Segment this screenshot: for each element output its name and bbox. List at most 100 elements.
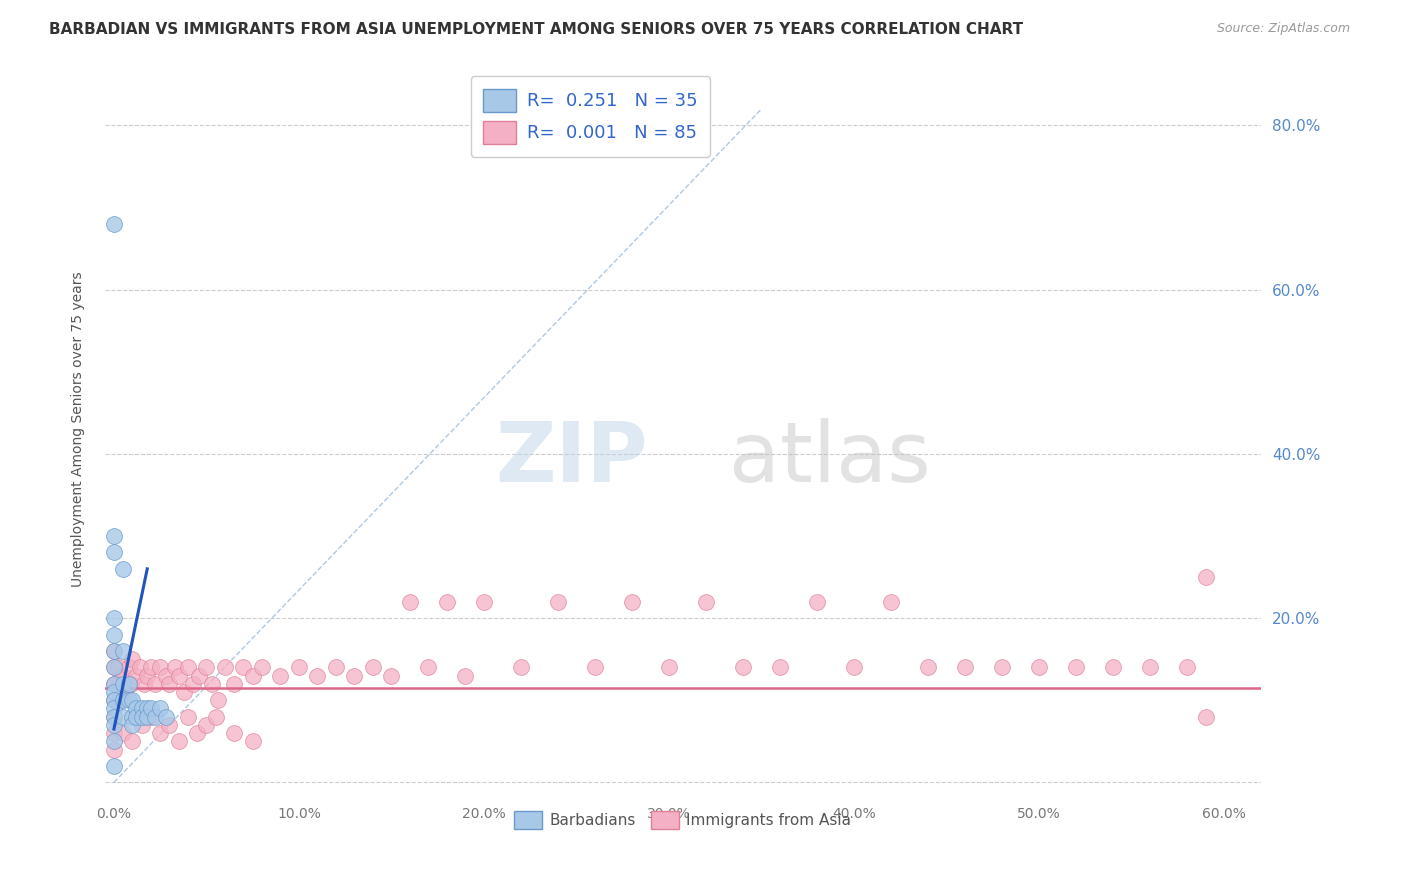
- Point: [1064, 660, 1087, 674]
- Point: [125, 701, 148, 715]
- Point: [454, 668, 477, 682]
- Point: [232, 660, 254, 674]
- Point: [991, 660, 1014, 674]
- Point: [112, 726, 135, 740]
- Point: [103, 529, 125, 543]
- Point: [361, 660, 384, 674]
- Point: [242, 734, 264, 748]
- Point: [547, 595, 569, 609]
- Point: [1175, 660, 1198, 674]
- Point: [103, 701, 125, 715]
- Point: [173, 685, 195, 699]
- Point: [107, 660, 129, 674]
- Point: [436, 595, 458, 609]
- Point: [103, 627, 125, 641]
- Point: [167, 668, 190, 682]
- Point: [103, 660, 125, 674]
- Point: [224, 677, 246, 691]
- Point: [307, 668, 329, 682]
- Y-axis label: Unemployment Among Seniors over 75 years: Unemployment Among Seniors over 75 years: [72, 271, 86, 587]
- Point: [110, 693, 132, 707]
- Point: [731, 660, 754, 674]
- Point: [880, 595, 903, 609]
- Point: [118, 693, 141, 707]
- Point: [121, 709, 143, 723]
- Point: [118, 677, 141, 691]
- Point: [418, 660, 440, 674]
- Point: [139, 701, 162, 715]
- Point: [120, 677, 142, 691]
- Point: [143, 677, 166, 691]
- Point: [103, 726, 125, 740]
- Text: BARBADIAN VS IMMIGRANTS FROM ASIA UNEMPLOYMENT AMONG SENIORS OVER 75 YEARS CORRE: BARBADIAN VS IMMIGRANTS FROM ASIA UNEMPL…: [49, 22, 1024, 37]
- Point: [125, 709, 148, 723]
- Point: [204, 709, 226, 723]
- Point: [510, 660, 533, 674]
- Point: [583, 660, 606, 674]
- Point: [269, 668, 291, 682]
- Point: [195, 660, 218, 674]
- Point: [343, 668, 366, 682]
- Point: [159, 718, 181, 732]
- Point: [842, 660, 865, 674]
- Point: [201, 677, 224, 691]
- Point: [121, 718, 143, 732]
- Point: [1194, 570, 1216, 584]
- Point: [112, 562, 135, 576]
- Point: [103, 718, 125, 732]
- Point: [250, 660, 273, 674]
- Point: [163, 660, 186, 674]
- Point: [188, 668, 211, 682]
- Point: [155, 709, 177, 723]
- Point: [103, 709, 125, 723]
- Point: [103, 217, 125, 231]
- Point: [103, 545, 125, 559]
- Point: [103, 734, 125, 748]
- Point: [143, 709, 166, 723]
- Point: [1139, 660, 1161, 674]
- Point: [112, 644, 135, 658]
- Point: [139, 660, 162, 674]
- Point: [103, 644, 125, 658]
- Point: [399, 595, 422, 609]
- Point: [136, 709, 159, 723]
- Point: [103, 611, 125, 625]
- Point: [177, 709, 200, 723]
- Point: [953, 660, 976, 674]
- Point: [103, 644, 125, 658]
- Point: [121, 693, 143, 707]
- Point: [183, 677, 205, 691]
- Point: [149, 726, 172, 740]
- Point: [103, 693, 125, 707]
- Point: [325, 660, 347, 674]
- Point: [288, 660, 311, 674]
- Point: [159, 677, 181, 691]
- Point: [214, 660, 236, 674]
- Point: [103, 685, 125, 699]
- Point: [917, 660, 939, 674]
- Point: [125, 668, 148, 682]
- Point: [149, 660, 172, 674]
- Point: [195, 718, 218, 732]
- Point: [103, 709, 125, 723]
- Point: [136, 701, 159, 715]
- Text: Source: ZipAtlas.com: Source: ZipAtlas.com: [1216, 22, 1350, 36]
- Point: [1194, 709, 1216, 723]
- Point: [103, 742, 125, 756]
- Point: [112, 668, 135, 682]
- Point: [139, 709, 162, 723]
- Point: [112, 693, 135, 707]
- Text: atlas: atlas: [730, 418, 931, 500]
- Point: [149, 701, 172, 715]
- Point: [242, 668, 264, 682]
- Point: [695, 595, 717, 609]
- Point: [658, 660, 681, 674]
- Point: [131, 718, 153, 732]
- Point: [132, 677, 155, 691]
- Point: [155, 668, 177, 682]
- Point: [112, 709, 135, 723]
- Text: ZIP: ZIP: [496, 418, 648, 500]
- Point: [131, 701, 153, 715]
- Point: [380, 668, 402, 682]
- Point: [621, 595, 644, 609]
